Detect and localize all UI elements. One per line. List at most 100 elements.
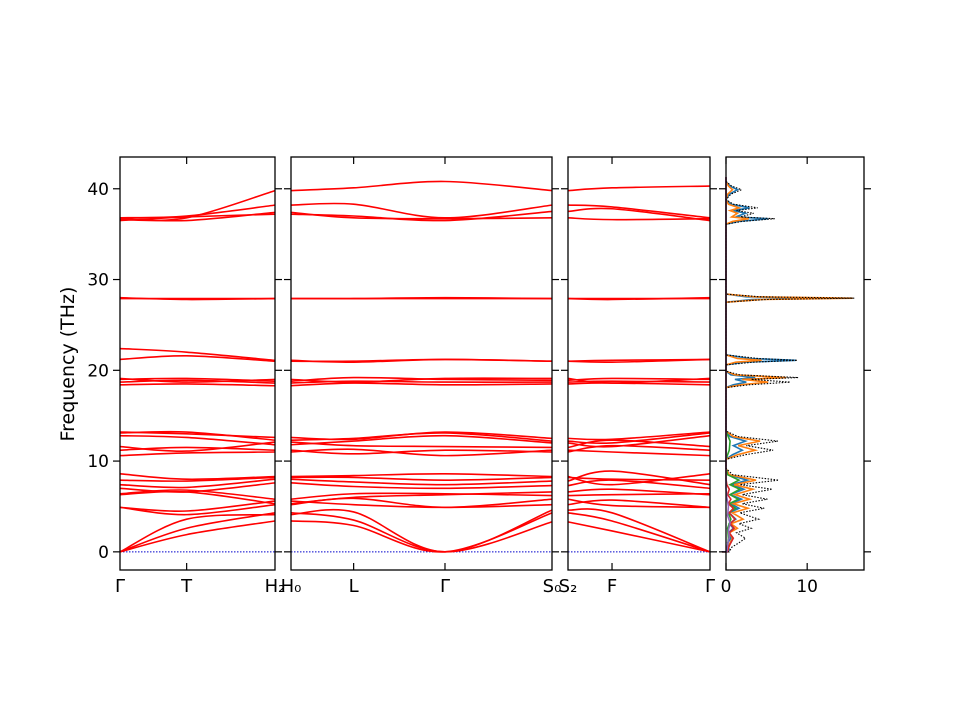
phonon-band-6: [119, 489, 276, 500]
phonon-band-12: [119, 446, 276, 451]
partial-dos-series-3: [721, 176, 737, 553]
dos-x-tick-label-0: 0: [721, 577, 732, 597]
phonon-band-14: [290, 434, 553, 446]
y-tick-label-10: 10: [87, 452, 109, 472]
phonon-band-5: [290, 491, 553, 505]
phonon-band-9: [290, 476, 553, 481]
k-point-label-1: T: [180, 576, 193, 597]
phonon-band-12: [567, 444, 711, 453]
phonon-band-12: [290, 449, 553, 455]
phonon-band-24: [567, 296, 711, 301]
band-panel-h0-l-gamma-s0: H₀ L Γ S₀: [281, 156, 562, 597]
phonon-band-2: [119, 513, 276, 553]
phonon-band-9: [119, 476, 276, 482]
phonon-band-14: [119, 434, 276, 446]
phonon-band-22: [119, 347, 276, 362]
k-point-label-2: Γ: [705, 576, 715, 597]
phonon-band-20: [119, 377, 276, 383]
phonon-band-17: [119, 383, 276, 387]
phonon-band-24: [119, 296, 276, 301]
phonon-band-27: [567, 204, 711, 219]
phonon-band-27: [119, 204, 276, 219]
phonon-band-3: [290, 500, 553, 509]
phonon-band-6: [567, 492, 711, 497]
phonon-band-16: [290, 431, 553, 441]
phonon-band-28: [119, 189, 276, 222]
phonon-band-28: [290, 180, 553, 192]
phonon-band-7: [119, 482, 276, 493]
panel-frame: [567, 156, 711, 571]
phonon-band-0: [567, 521, 711, 553]
phonon-band-17: [567, 382, 711, 386]
phonon-band-18: [567, 380, 711, 383]
phonon-band-1: [290, 512, 553, 553]
phonon-band-13: [290, 441, 553, 449]
y-axis-label: Frequency (THz): [57, 287, 79, 442]
phonon-band-1: [119, 520, 276, 553]
phonon-band-14: [567, 434, 711, 448]
phonon-band-8: [290, 478, 553, 486]
phonon-band-22: [567, 358, 711, 363]
phonon-band-6: [290, 492, 553, 500]
phonon-band-18: [119, 379, 276, 384]
phonon-band-2: [290, 508, 553, 553]
phonon-band-26: [290, 211, 553, 220]
k-point-label-0: Γ: [115, 576, 125, 597]
k-point-label-1: L: [349, 576, 359, 597]
phonon-band-11: [567, 449, 711, 457]
phonon-band-17: [290, 382, 553, 387]
phonon-band-13: [119, 441, 276, 452]
k-point-label-2: H₂: [265, 576, 286, 597]
k-point-label-3: S₀: [543, 576, 562, 597]
partial-dos-series-2: [721, 176, 742, 553]
phonon-band-7: [290, 482, 553, 490]
phonon-band-0: [119, 512, 276, 553]
k-point-label-0: S₂: [559, 576, 578, 597]
phonon-band-8: [119, 478, 276, 489]
phonon-band-21: [119, 354, 276, 363]
phonon-band-16: [119, 431, 276, 439]
phonon-band-28: [567, 185, 711, 192]
band-panel-gamma-t-h2: 0 10 20 30 40 Γ T H₂: [87, 156, 286, 597]
k-point-label-0: H₀: [281, 576, 302, 597]
partial-dos-series-1: [721, 176, 853, 553]
phonon-band-9: [567, 476, 711, 481]
y-tick-label-40: 40: [87, 180, 109, 200]
phonon-band-4: [567, 498, 711, 509]
phonon-band-10: [290, 472, 553, 478]
phonon-band-11: [290, 448, 553, 457]
phonon-band-7: [567, 479, 711, 490]
phonon-band-0: [290, 512, 553, 553]
phonon-band-26: [567, 217, 711, 221]
dos-x-tick-label-10: 10: [796, 577, 818, 597]
k-point-label-1: F: [607, 576, 617, 597]
dos-frame: [725, 156, 865, 571]
panel-frame: [119, 156, 276, 571]
phonon-band-16: [567, 431, 711, 441]
dos-panel: 0 10: [719, 156, 871, 597]
band-panel-s2-f-gamma: S₂ F Γ: [559, 156, 717, 597]
phonon-band-24: [290, 296, 553, 300]
phonon-band-22: [290, 358, 553, 363]
phonon-band-3: [119, 500, 276, 512]
phonon-band-20: [567, 377, 711, 384]
phonon-band-3: [567, 499, 711, 509]
phonon-band-10: [119, 472, 276, 481]
phonon-band-27: [290, 202, 553, 219]
phonon-band-15: [567, 432, 711, 445]
phonon-band-10: [567, 472, 711, 486]
panel-frame: [290, 156, 553, 571]
k-point-label-2: Γ: [440, 576, 450, 597]
phonon-band-11: [119, 451, 276, 457]
y-tick-label-30: 30: [87, 271, 109, 291]
phonon-band-20: [290, 377, 553, 383]
phonon-band-1: [567, 512, 711, 553]
total-dos-series: [721, 176, 855, 553]
phonon-band-2: [567, 508, 711, 553]
phonon-band-4: [119, 503, 276, 516]
y-tick-label-0: 0: [98, 543, 109, 563]
y-tick-label-20: 20: [87, 361, 109, 381]
phonon-band-25: [567, 207, 711, 222]
